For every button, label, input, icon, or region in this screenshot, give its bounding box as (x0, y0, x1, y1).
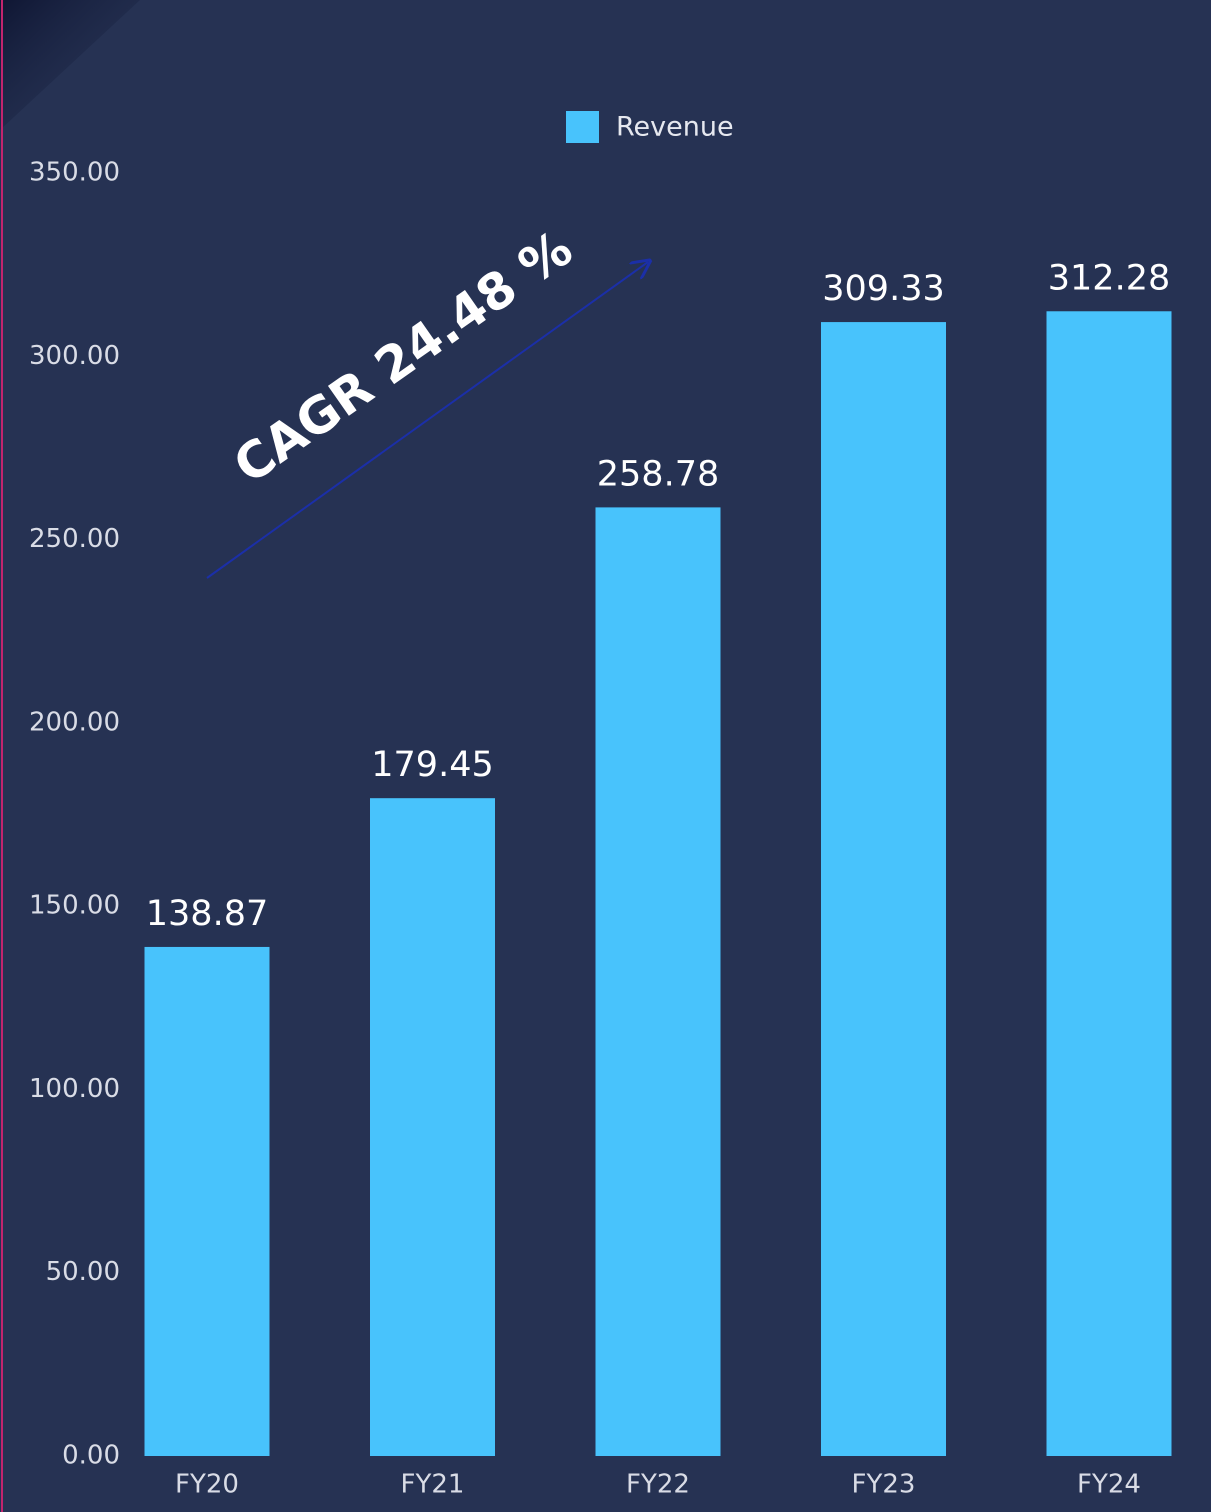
corner-shade (0, 0, 140, 130)
bar (821, 322, 946, 1456)
value-label: 258.78 (597, 454, 719, 494)
bar (1046, 311, 1172, 1456)
y-tick-label: 100.00 (29, 1074, 120, 1104)
y-tick-label: 0.00 (62, 1441, 120, 1471)
x-tick-label: FY23 (852, 1470, 916, 1500)
y-tick-label: 350.00 (29, 158, 120, 188)
y-tick-label: 250.00 (29, 524, 120, 554)
value-label: 312.28 (1048, 258, 1170, 298)
bar (370, 798, 495, 1456)
value-label: 138.87 (146, 894, 268, 934)
x-tick-label: FY20 (175, 1470, 239, 1500)
y-tick-label: 200.00 (29, 707, 120, 737)
bar (595, 507, 721, 1456)
y-tick-label: 300.00 (29, 341, 120, 371)
x-tick-label: FY21 (401, 1470, 465, 1500)
x-tick-label: FY24 (1077, 1470, 1141, 1500)
legend-swatch (566, 111, 599, 143)
value-label: 179.45 (371, 745, 493, 785)
y-tick-label: 50.00 (46, 1257, 120, 1287)
trend-arrow (206, 262, 648, 579)
x-tick-label: FY22 (626, 1470, 690, 1500)
legend-label: Revenue (616, 112, 734, 143)
value-label: 309.33 (822, 269, 944, 309)
y-tick-label: 150.00 (29, 891, 120, 921)
bar (144, 946, 270, 1456)
